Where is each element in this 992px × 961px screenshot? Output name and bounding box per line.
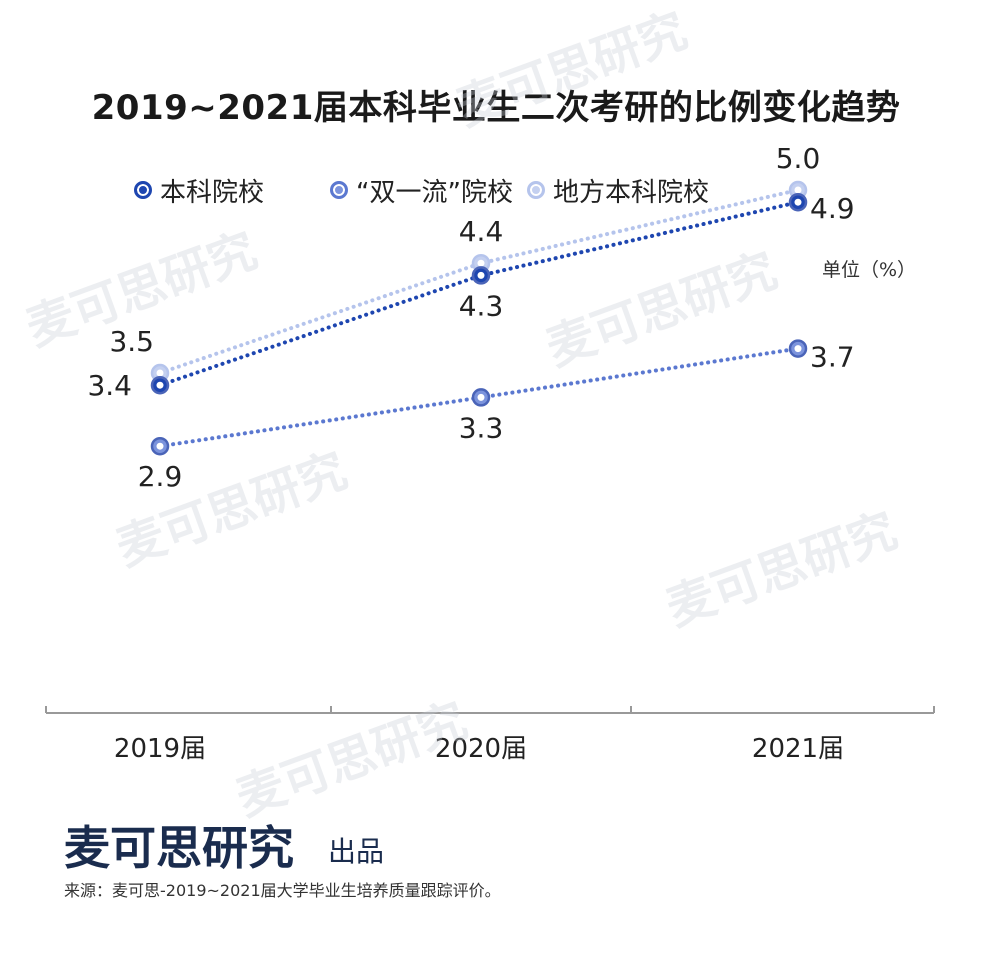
legend-item-0: 本科院校 bbox=[134, 172, 264, 209]
x-tick-label-0: 2019届 bbox=[114, 734, 206, 764]
x-tick-label-1: 2020届 bbox=[435, 734, 527, 764]
data-label-0-0: 3.4 bbox=[87, 369, 132, 402]
unit-label: 单位（%） bbox=[822, 259, 917, 281]
data-label-2-2: 5.0 bbox=[776, 142, 821, 175]
data-label-1-2: 3.7 bbox=[810, 341, 855, 374]
data-point-inner-1-2 bbox=[794, 345, 802, 353]
series-line-2 bbox=[158, 188, 800, 375]
legend-item-1: “双一流”院校 bbox=[330, 172, 513, 209]
legend-item-2: 地方本科院校 bbox=[526, 172, 709, 209]
data-point-inner-1-0 bbox=[156, 442, 164, 450]
data-point-inner-2-0 bbox=[156, 369, 164, 377]
data-label-1-1: 3.3 bbox=[459, 411, 504, 444]
legend-marker-2 bbox=[526, 181, 545, 199]
brand-name: 麦可思研究 bbox=[64, 821, 294, 875]
data-label-0-1: 4.3 bbox=[459, 289, 504, 322]
legend-label-2: 地方本科院校 bbox=[552, 177, 709, 208]
brand-suffix: 出品 bbox=[328, 835, 385, 868]
data-point-inner-2-1 bbox=[477, 259, 485, 267]
legend: 本科院校 “双一流”院校 地方本科院校 bbox=[134, 170, 767, 210]
legend-marker-1 bbox=[330, 181, 349, 199]
series-line-0 bbox=[158, 200, 800, 388]
data-point-inner-0-1 bbox=[477, 271, 485, 279]
data-point-inner-0-2 bbox=[794, 198, 802, 206]
data-point-inner-0-0 bbox=[156, 381, 164, 389]
data-point-inner-1-1 bbox=[477, 393, 485, 401]
data-label-0-2: 4.9 bbox=[810, 192, 855, 225]
source-note: 来源：麦可思-2019~2021届大学毕业生培养质量跟踪评价。 bbox=[64, 881, 501, 900]
data-point-inner-2-2 bbox=[794, 186, 802, 194]
data-label-2-1: 4.4 bbox=[459, 215, 504, 248]
legend-label-1: “双一流”院校 bbox=[356, 177, 513, 208]
data-label-2-0: 3.5 bbox=[109, 325, 154, 358]
legend-marker-0 bbox=[134, 181, 152, 199]
x-tick-label-2: 2021届 bbox=[752, 734, 844, 764]
chart-title: 2019~2021届本科毕业生二次考研的比例变化趋势 bbox=[91, 88, 901, 128]
data-label-1-0: 2.9 bbox=[138, 460, 183, 493]
legend-label-0: 本科院校 bbox=[160, 177, 265, 208]
line-chart: 2019届 2020届 2021届 3.4 4.3 4.9 2.9 3.3 3.7 3.5 4.4 5… bbox=[45, 142, 935, 764]
